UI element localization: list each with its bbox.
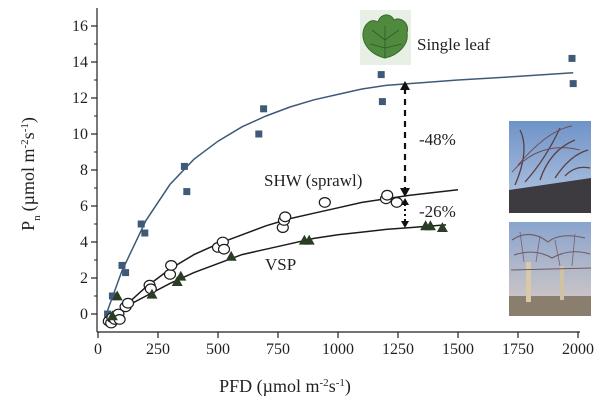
single-leaf-point [122, 269, 130, 277]
single-leaf-point [137, 220, 145, 228]
y-tick-label: 8 [80, 162, 88, 179]
vsp-point [111, 290, 123, 301]
shw-point [163, 269, 177, 280]
data-points [102, 54, 577, 329]
shw-point [318, 196, 331, 208]
shw-point [165, 260, 178, 271]
shw-point [121, 297, 135, 309]
fit-line-circle [108, 189, 459, 322]
y-tick-label: 6 [80, 198, 88, 215]
single-leaf-point [104, 310, 112, 318]
leaf-photo [360, 10, 411, 65]
single-leaf-point [568, 54, 576, 62]
single-leaf-point [378, 98, 386, 106]
single-leaf-point [183, 188, 191, 196]
label-single-leaf: Single leaf [417, 35, 491, 54]
single-leaf-point [255, 130, 263, 138]
x-tick-label: 1500 [442, 341, 474, 358]
arrow-minus48-head-top [400, 81, 410, 90]
y-tick-label: 12 [72, 90, 88, 107]
label-shw-sprawl: SHW (sprawl) [264, 171, 362, 190]
single-leaf-point [180, 162, 188, 170]
vsp-point [106, 310, 118, 321]
label-vsp: VSP [265, 255, 296, 274]
arrow-minus26-head-top [401, 198, 409, 205]
x-tick-label: 1750 [502, 341, 534, 358]
vsp-vineyard-photo [509, 222, 592, 316]
y-tick-label: 0 [80, 306, 88, 323]
sprawl-vineyard-photo [509, 121, 591, 213]
x-tick-label: 1000 [322, 341, 354, 358]
label-minus26: -26% [419, 202, 456, 221]
y-tick-label: 10 [72, 126, 88, 143]
shw-point [381, 189, 394, 201]
vsp-point [303, 234, 315, 245]
x-tick-label: 750 [266, 341, 290, 358]
fit-line-triangle [111, 224, 447, 317]
y-tick-label: 4 [80, 234, 88, 251]
arrow-minus48-head-bottom [400, 188, 410, 197]
y-tick-label: 14 [72, 54, 88, 71]
difference-arrows [400, 81, 410, 228]
vsp-point [436, 222, 448, 232]
shw-point [279, 211, 292, 223]
arrow-minus26-head-bottom [401, 221, 409, 228]
single-leaf-point [377, 71, 385, 79]
x-axis-title: PFD (µmol m-2s-1) [219, 376, 351, 397]
fit-line-square [106, 72, 574, 311]
vsp-point [146, 288, 158, 299]
vsp-point [171, 276, 183, 286]
x-tick-label: 0 [94, 341, 102, 358]
single-leaf-point [260, 105, 268, 113]
single-leaf-point [118, 261, 126, 269]
fit-curves [106, 72, 574, 322]
shw-point [217, 243, 231, 255]
single-leaf-point [569, 80, 577, 88]
single-leaf-point [108, 292, 116, 300]
x-tick-label: 1250 [382, 341, 414, 358]
y-tick-label: 16 [72, 18, 88, 35]
x-tick-label: 2000 [562, 341, 594, 358]
vsp-point [424, 220, 436, 231]
x-tick-label: 250 [146, 341, 170, 358]
axes: 0 2 4 6 8 10 12 14 16 0 250 500 750 1000 1250 1500 1750 2… [72, 8, 594, 358]
y-tick-label: 2 [80, 270, 88, 287]
y-axis-title: Pn(µmol m-2s-1) [18, 117, 43, 231]
shw-point [390, 196, 403, 208]
label-minus48: -48% [419, 130, 456, 149]
single-leaf-point [141, 229, 149, 237]
vsp-point [175, 270, 187, 281]
vsp-point [225, 250, 237, 261]
x-tick-label: 500 [206, 341, 230, 358]
